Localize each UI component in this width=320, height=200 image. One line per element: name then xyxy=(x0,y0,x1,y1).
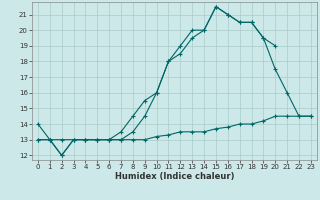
X-axis label: Humidex (Indice chaleur): Humidex (Indice chaleur) xyxy=(115,172,234,181)
